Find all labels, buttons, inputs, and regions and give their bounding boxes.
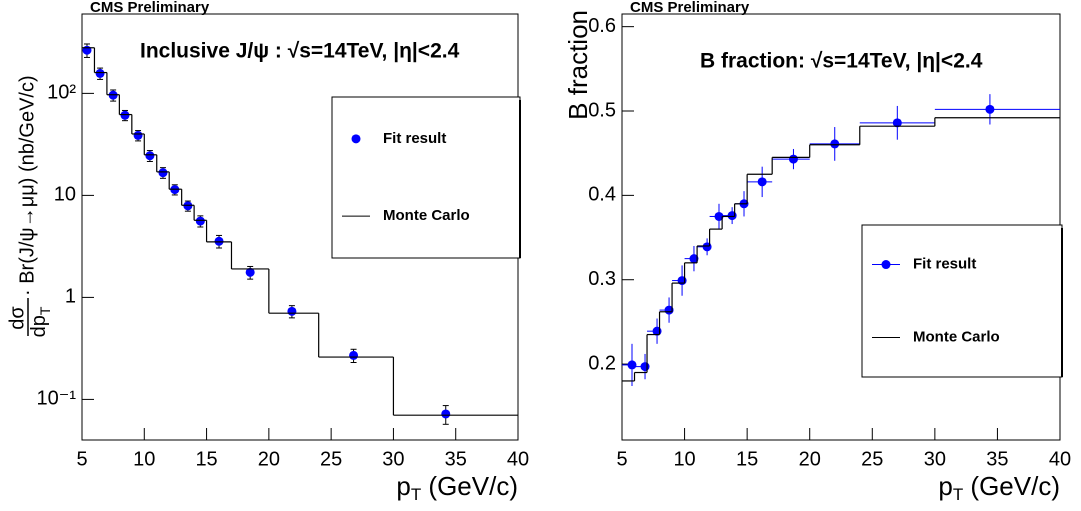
data-point bbox=[245, 267, 255, 277]
y-axis-label-numerator: dσ bbox=[6, 306, 28, 330]
y-axis-label-group: B fraction bbox=[563, 10, 593, 120]
y-tick-label: 0.6 bbox=[588, 15, 616, 37]
y-axis-label-denominator: dpT bbox=[28, 306, 52, 337]
x-tick-label: 20 bbox=[258, 448, 280, 470]
data-point bbox=[441, 409, 451, 419]
x-tick-label: 10 bbox=[133, 448, 155, 470]
chart-panel: 5 10 15 20 25 30 35 40 0.2 0.3 0.4 0.5 0.6 CMS Prelim… bbox=[563, 0, 1071, 504]
data-point bbox=[677, 276, 687, 286]
legend-marker bbox=[351, 134, 361, 144]
y-tick-label: 0.2 bbox=[588, 352, 616, 374]
y-axis-label-part: T bbox=[37, 306, 53, 315]
legend-box bbox=[861, 224, 1063, 378]
x-tick-label: 30 bbox=[924, 448, 946, 470]
y-tick-label: 0.4 bbox=[588, 184, 616, 206]
data-point bbox=[714, 211, 724, 221]
data-point bbox=[727, 211, 737, 221]
x-tick-label: 20 bbox=[799, 448, 821, 470]
data-point bbox=[195, 216, 205, 226]
x-axis-label-part: (GeV/c) bbox=[421, 471, 518, 501]
x-axis-label-part: p bbox=[938, 471, 952, 501]
x-tick-label: 40 bbox=[507, 448, 529, 470]
x-tick-label: 30 bbox=[382, 448, 404, 470]
y-axis-label-part: dp bbox=[28, 315, 50, 337]
header: CMS Preliminary bbox=[630, 0, 750, 16]
x-tick-label: 40 bbox=[1049, 448, 1071, 470]
x-axis-label-part: p bbox=[396, 471, 410, 501]
data-point bbox=[214, 236, 224, 246]
y-axis-label: dσ dpT · Br(J/ψ→μμ) (nb/GeV/c) bbox=[6, 75, 52, 337]
x-tick-label: 5 bbox=[616, 448, 627, 470]
data-point bbox=[757, 177, 767, 187]
data-point bbox=[689, 254, 699, 264]
chart-title: B fraction: √s=14TeV, |η|<2.4 bbox=[700, 50, 983, 73]
x-tick-label: 35 bbox=[986, 448, 1008, 470]
data-point bbox=[985, 104, 995, 114]
legend-label: Monte Carlo bbox=[913, 328, 1000, 345]
x-axis-label-part: T bbox=[953, 485, 963, 504]
data-point bbox=[349, 350, 359, 360]
x-axis-label: pT (GeV/c) bbox=[938, 471, 1060, 505]
x-axis-label-part: T bbox=[411, 485, 421, 504]
data-point bbox=[82, 45, 92, 55]
legend-label: Fit result bbox=[383, 130, 446, 147]
y-tick-label: 0.3 bbox=[588, 268, 616, 290]
x-tick-label: 15 bbox=[736, 448, 758, 470]
chart-title: Inclusive J/ψ : √s=14TeV, |η|<2.4 bbox=[140, 40, 460, 63]
y-axis-label-rest: · Br(J/ψ→μμ) (nb/GeV/c) bbox=[16, 75, 38, 296]
y-tick-label: 10 bbox=[54, 184, 76, 206]
data-point bbox=[133, 130, 143, 140]
x-tick-label: 15 bbox=[195, 448, 217, 470]
y-axis-label: B fraction bbox=[563, 10, 593, 120]
data-point bbox=[287, 306, 297, 316]
y-tick-label: 1 bbox=[65, 286, 76, 308]
x-tick-label: 25 bbox=[861, 448, 883, 470]
data-point bbox=[892, 118, 902, 128]
legend-box bbox=[331, 96, 521, 259]
data-point bbox=[640, 362, 650, 372]
data-point bbox=[120, 110, 130, 120]
header: CMS Preliminary bbox=[90, 0, 210, 16]
data-point bbox=[702, 242, 712, 252]
x-tick-label: 35 bbox=[445, 448, 467, 470]
legend-label: Fit result bbox=[913, 255, 976, 272]
chart-panel: 5 10 15 20 25 30 35 40 10⁻¹ 1 10 10² CMS Preliminary… bbox=[6, 0, 529, 504]
legend-marker bbox=[881, 260, 891, 270]
x-axis-label: pT (GeV/c) bbox=[396, 471, 518, 505]
data-point bbox=[145, 151, 155, 161]
x-tick-label: 10 bbox=[673, 448, 695, 470]
x-tick-label: 5 bbox=[76, 448, 87, 470]
data-point bbox=[158, 168, 168, 178]
data-point bbox=[95, 68, 105, 78]
legend-label: Monte Carlo bbox=[383, 207, 470, 224]
x-axis-label-part: (GeV/c) bbox=[963, 471, 1060, 501]
y-tick-label: 10² bbox=[47, 82, 76, 104]
data-point bbox=[627, 360, 637, 370]
y-tick-label: 0.5 bbox=[588, 99, 616, 121]
data-point bbox=[788, 154, 798, 164]
data-point bbox=[830, 139, 840, 149]
x-tick-label: 25 bbox=[320, 448, 342, 470]
y-tick-label: 10⁻¹ bbox=[37, 388, 77, 410]
